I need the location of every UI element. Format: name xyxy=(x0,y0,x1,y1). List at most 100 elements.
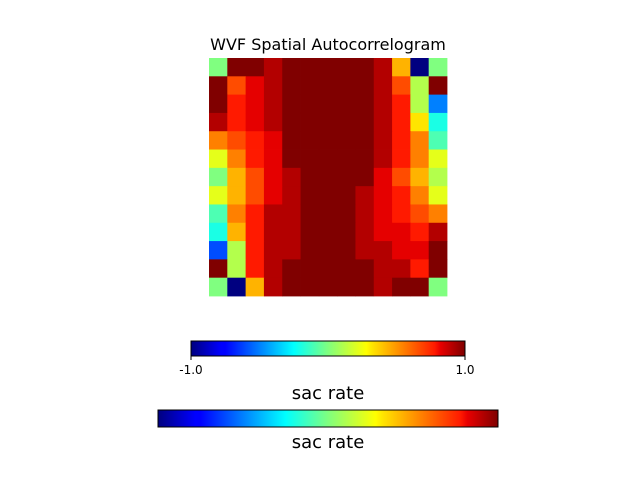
heatmap-cell-r1-c0 xyxy=(209,76,228,96)
heatmap-cell-r8-c11 xyxy=(410,204,430,224)
heatmap-cell-r1-c2 xyxy=(245,76,265,96)
heatmap-cell-r12-c11 xyxy=(410,277,430,297)
heatmap-cell-r0-c9 xyxy=(373,58,393,77)
heatmap-cell-r12-c4 xyxy=(282,277,301,297)
heatmap-cell-r1-c11 xyxy=(410,76,430,96)
heatmap-cell-r4-c6 xyxy=(318,131,338,150)
heatmap-cell-r7-c3 xyxy=(263,186,283,205)
heatmap-cell-r6-c11 xyxy=(410,167,430,187)
heatmap-cell-r5-c2 xyxy=(245,149,265,169)
heatmap-cell-r11-c11 xyxy=(410,259,430,279)
heatmap-cell-r1-c5 xyxy=(300,76,320,96)
heatmap-cell-r12-c1 xyxy=(227,277,247,297)
heatmap-cell-r7-c2 xyxy=(245,186,265,205)
heatmap-cell-r12-c7 xyxy=(337,277,356,297)
heatmap-cell-r6-c6 xyxy=(318,167,338,187)
heatmap-cell-r4-c3 xyxy=(263,131,283,150)
heatmap-cell-r5-c1 xyxy=(227,149,247,169)
heatmap-cell-r8-c10 xyxy=(392,204,411,224)
heatmap-cell-r10-c2 xyxy=(245,241,265,260)
heatmap-cell-r8-c1 xyxy=(227,204,247,224)
heatmap-cell-r3-c1 xyxy=(227,112,247,132)
heatmap-cell-r7-c8 xyxy=(355,186,375,205)
heatmap-cell-r3-c12 xyxy=(428,112,448,132)
heatmap-cell-r10-c11 xyxy=(410,241,430,260)
chart-title: WVF Spatial Autocorrelogram xyxy=(210,35,446,54)
heatmap-cell-r3-c5 xyxy=(300,112,320,132)
heatmap-cell-r0-c4 xyxy=(282,58,301,77)
heatmap-cell-r0-c5 xyxy=(300,58,320,77)
heatmap-cell-r4-c12 xyxy=(428,131,448,150)
heatmap-cell-r7-c4 xyxy=(282,186,301,205)
heatmap-cell-r9-c6 xyxy=(318,222,338,242)
heatmap-cell-r5-c5 xyxy=(300,149,320,169)
heatmap-cell-r3-c10 xyxy=(392,112,411,132)
heatmap-cell-r11-c10 xyxy=(392,259,411,279)
heatmap-cell-r9-c12 xyxy=(428,222,448,242)
heatmap-cell-r12-c6 xyxy=(318,277,338,297)
heatmap-cell-r12-c10 xyxy=(392,277,411,297)
heatmap-cell-r5-c11 xyxy=(410,149,430,169)
heatmap-cell-r7-c5 xyxy=(300,186,320,205)
heatmap-cell-r9-c2 xyxy=(245,222,265,242)
heatmap-cell-r6-c7 xyxy=(337,167,356,187)
heatmap-cell-r9-c4 xyxy=(282,222,301,242)
heatmap-cell-r0-c1 xyxy=(227,58,247,77)
colorbar-2 xyxy=(157,409,499,428)
heatmap-cell-r8-c9 xyxy=(373,204,393,224)
heatmap-cell-r11-c1 xyxy=(227,259,247,279)
heatmap-cell-r8-c0 xyxy=(209,204,228,224)
heatmap-cell-r11-c5 xyxy=(300,259,320,279)
heatmap-cell-r0-c7 xyxy=(337,58,356,77)
heatmap-cell-r3-c3 xyxy=(263,112,283,132)
heatmap-cell-r10-c8 xyxy=(355,241,375,260)
heatmap-cell-r8-c12 xyxy=(428,204,448,224)
heatmap-cell-r4-c10 xyxy=(392,131,411,150)
heatmap-cell-r7-c7 xyxy=(337,186,356,205)
heatmap-cell-r2-c1 xyxy=(227,94,247,114)
heatmap-cell-r1-c12 xyxy=(428,76,448,96)
heatmap-cell-r10-c4 xyxy=(282,241,301,260)
heatmap-cell-r2-c9 xyxy=(373,94,393,114)
heatmap-cell-r0-c2 xyxy=(245,58,265,77)
heatmap-cell-r8-c6 xyxy=(318,204,338,224)
heatmap-cell-r4-c8 xyxy=(355,131,375,150)
heatmap-cell-r2-c10 xyxy=(392,94,411,114)
heatmap-cell-r12-c3 xyxy=(263,277,283,297)
heatmap-cell-r4-c1 xyxy=(227,131,247,150)
heatmap-cell-r1-c6 xyxy=(318,76,338,96)
heatmap-cell-r1-c7 xyxy=(337,76,356,96)
heatmap-cell-r1-c9 xyxy=(373,76,393,96)
heatmap-cell-r4-c11 xyxy=(410,131,430,150)
heatmap-cell-r6-c2 xyxy=(245,167,265,187)
heatmap-cell-r11-c3 xyxy=(263,259,283,279)
heatmap-cell-r4-c9 xyxy=(373,131,393,150)
heatmap-cell-r6-c3 xyxy=(263,167,283,187)
heatmap-cell-r9-c7 xyxy=(337,222,356,242)
heatmap-cell-r3-c11 xyxy=(410,112,430,132)
heatmap-cell-r5-c10 xyxy=(392,149,411,169)
heatmap-cell-r6-c10 xyxy=(392,167,411,187)
heatmap-cell-r10-c10 xyxy=(392,241,411,260)
heatmap-cell-r2-c5 xyxy=(300,94,320,114)
heatmap-cell-r5-c4 xyxy=(282,149,301,169)
heatmap-cell-r1-c4 xyxy=(282,76,301,96)
heatmap-cell-r3-c9 xyxy=(373,112,393,132)
heatmap-cell-r3-c2 xyxy=(245,112,265,132)
heatmap-cell-r12-c9 xyxy=(373,277,393,297)
heatmap-cell-r4-c2 xyxy=(245,131,265,150)
heatmap-cell-r1-c10 xyxy=(392,76,411,96)
heatmap-cell-r0-c6 xyxy=(318,58,338,77)
heatmap-cell-r12-c2 xyxy=(245,277,265,297)
heatmap-cell-r8-c3 xyxy=(263,204,283,224)
heatmap-cell-r8-c7 xyxy=(337,204,356,224)
heatmap-cell-r7-c0 xyxy=(209,186,228,205)
heatmap-cell-r2-c2 xyxy=(245,94,265,114)
heatmap-cell-r9-c1 xyxy=(227,222,247,242)
heatmap-cell-r12-c5 xyxy=(300,277,320,297)
heatmap-cell-r8-c8 xyxy=(355,204,375,224)
heatmap-cell-r10-c3 xyxy=(263,241,283,260)
heatmap-cell-r10-c5 xyxy=(300,241,320,260)
heatmap-cell-r2-c12 xyxy=(428,94,448,114)
